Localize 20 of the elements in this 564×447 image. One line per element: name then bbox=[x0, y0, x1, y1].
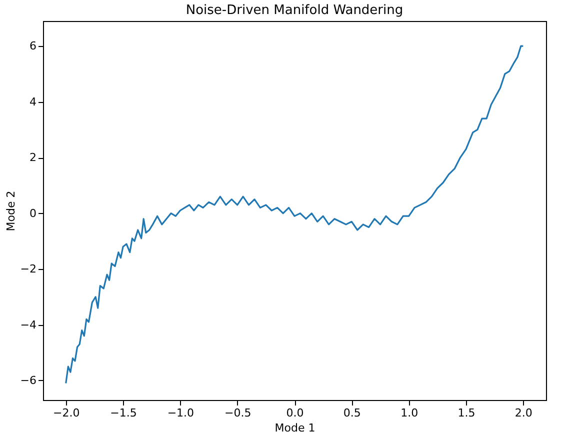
x-tick-label: −2.0 bbox=[53, 406, 80, 420]
y-tick-label: −4 bbox=[20, 318, 36, 332]
x-tick-label: 2.0 bbox=[514, 406, 532, 420]
x-tick-label: 1.5 bbox=[458, 406, 476, 420]
y-axis-title: Mode 2 bbox=[4, 190, 18, 232]
x-tick-label: 0.5 bbox=[343, 406, 361, 420]
line-series bbox=[65, 45, 524, 384]
x-tick-label: 0.0 bbox=[286, 406, 304, 420]
x-tick-label: −1.0 bbox=[167, 406, 194, 420]
y-tick-label: 0 bbox=[30, 206, 36, 220]
x-tick-label: −0.5 bbox=[224, 406, 252, 420]
chart-title: Noise-Driven Manifold Wandering bbox=[186, 3, 404, 18]
y-tick-label: −2 bbox=[20, 262, 36, 276]
x-tick-label: −1.5 bbox=[110, 406, 137, 420]
y-tick-label: 6 bbox=[30, 40, 36, 53]
y-tick-label: 2 bbox=[30, 151, 36, 164]
x-axis-title: Mode 1 bbox=[274, 422, 316, 434]
y-tick-label: 4 bbox=[30, 95, 36, 108]
y-tick-label: −6 bbox=[20, 374, 36, 387]
x-tick-label: 1.0 bbox=[400, 406, 418, 420]
